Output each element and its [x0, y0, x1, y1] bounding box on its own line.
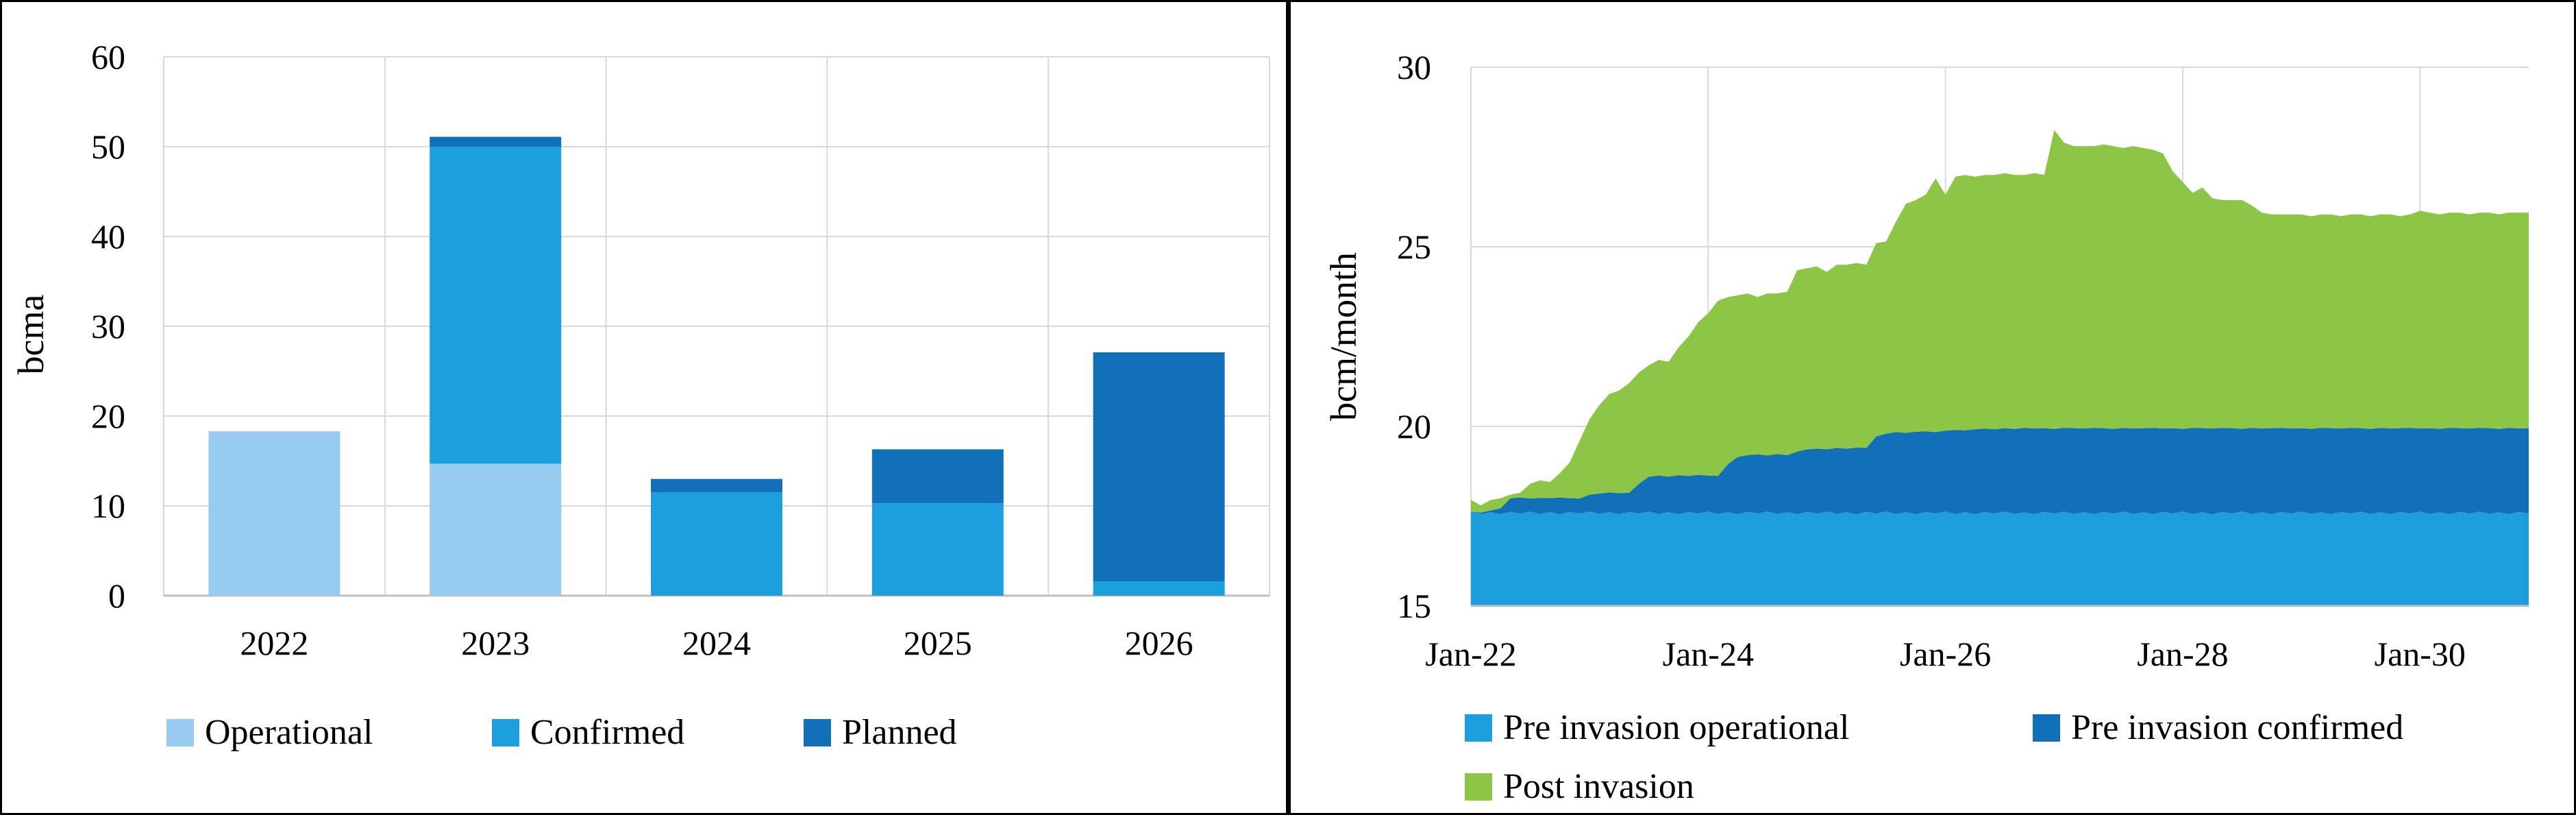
x-tick-label: 2025 — [904, 624, 972, 662]
y-tick-label: 20 — [91, 397, 125, 435]
x-tick-label: Jan-22 — [1425, 635, 1516, 673]
legend-label: Pre invasion confirmed — [2071, 708, 2403, 747]
bar-segment-operational-2023 — [430, 463, 562, 596]
bar-segment-confirmed-2024 — [651, 492, 782, 596]
bar-segment-confirmed-2025 — [871, 503, 1004, 596]
legend-item-post-invasion: Post invasion — [1465, 767, 1694, 806]
bar-segment-planned-2026 — [1093, 352, 1225, 582]
bar-segment-operational-2022 — [208, 431, 340, 596]
x-tick-label: Jan-28 — [2137, 635, 2228, 673]
legend-item-pre-invasion-operational: Pre invasion operational — [1465, 708, 1849, 747]
bar-chart-panel: 2022 2023 2024 2025 2026 0 10 20 30 40 50 60 bcma Ope… — [2, 2, 1286, 813]
y-tick-label: 40 — [91, 217, 125, 256]
x-tick-label: Jan-26 — [1900, 635, 1991, 673]
lng-capacity-bar-chart: 2022 2023 2024 2025 2026 0 10 20 30 40 50 60 bcma Ope… — [10, 38, 1270, 752]
area-band-post-invasion — [1471, 130, 2529, 513]
y-tick-label: 30 — [91, 307, 125, 345]
x-tick-label: Jan-24 — [1663, 635, 1754, 673]
area-band-pre-invasion-confirmed — [1471, 428, 2529, 515]
legend-item-pre-invasion-confirmed: Pre invasion confirmed — [2033, 708, 2403, 747]
legend-swatch-operational — [166, 719, 194, 746]
y-tick-label: 0 — [108, 576, 125, 615]
x-tick-label: 2026 — [1125, 624, 1193, 662]
y-tick-label: 30 — [1397, 48, 1431, 86]
legend-swatch-pre-invasion-confirmed — [2033, 714, 2060, 742]
legend-label: Pre invasion operational — [1503, 708, 1849, 747]
gas-flow-area-chart: Jan-22 Jan-24 Jan-26 Jan-28 Jan-30 15 20 25 30 bc… — [1323, 48, 2529, 806]
bar-segment-confirmed-2023 — [430, 147, 562, 464]
y-tick-label: 50 — [91, 127, 125, 166]
y-axis-title: bcma — [10, 295, 51, 375]
bar-segment-confirmed-2026 — [1093, 581, 1225, 596]
bar-segment-planned-2024 — [651, 478, 782, 493]
legend-label: Operational — [205, 713, 373, 752]
x-tick-label: 2023 — [461, 624, 530, 662]
area-chart-panel: Jan-22 Jan-24 Jan-26 Jan-28 Jan-30 15 20 25 30 bc… — [1291, 2, 2574, 813]
y-axis-title: bcm/month — [1323, 252, 1364, 421]
bar-segment-planned-2023 — [430, 136, 562, 147]
bar-segment-planned-2025 — [871, 449, 1004, 504]
legend-swatch-post-invasion — [1465, 773, 1492, 801]
panel-divider — [1286, 2, 1291, 813]
legend-label: Confirmed — [530, 713, 684, 752]
y-tick-label: 15 — [1397, 587, 1431, 625]
legend-swatch-confirmed — [492, 719, 519, 746]
legend-label: Planned — [842, 713, 957, 752]
y-tick-label: 10 — [91, 487, 125, 525]
legend-swatch-pre-invasion-operational — [1465, 714, 1492, 742]
y-tick-label: 60 — [91, 38, 125, 76]
legend-item-confirmed: Confirmed — [492, 713, 684, 752]
y-tick-label: 25 — [1397, 228, 1431, 266]
legend-item-operational: Operational — [166, 713, 373, 752]
y-tick-label: 20 — [1397, 407, 1431, 446]
x-tick-label: 2022 — [240, 624, 308, 662]
x-tick-label: Jan-30 — [2375, 635, 2466, 673]
legend-item-planned: Planned — [804, 713, 957, 752]
x-tick-label: 2024 — [682, 624, 751, 662]
area-band-pre-invasion-operational — [1471, 511, 2529, 606]
legend-label: Post invasion — [1503, 767, 1694, 806]
legend-swatch-planned — [804, 719, 831, 746]
